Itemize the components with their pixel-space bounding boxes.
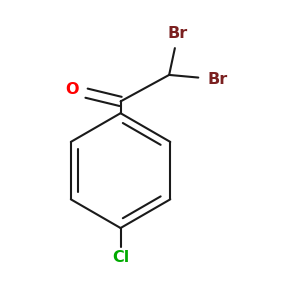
Text: Cl: Cl — [112, 250, 129, 265]
Text: O: O — [65, 82, 79, 97]
Text: Br: Br — [168, 26, 188, 41]
Text: Br: Br — [208, 72, 228, 87]
